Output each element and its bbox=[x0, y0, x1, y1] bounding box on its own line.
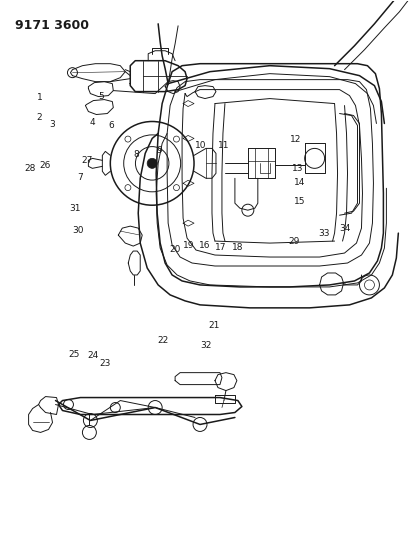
Text: 12: 12 bbox=[290, 134, 301, 143]
Text: 24: 24 bbox=[87, 351, 99, 360]
Text: 9: 9 bbox=[157, 146, 162, 155]
Text: 5: 5 bbox=[98, 92, 104, 101]
Text: 31: 31 bbox=[69, 204, 81, 213]
Text: 27: 27 bbox=[81, 156, 92, 165]
Text: 4: 4 bbox=[90, 117, 96, 126]
Text: 22: 22 bbox=[157, 336, 168, 345]
Text: 34: 34 bbox=[339, 224, 351, 233]
Text: 23: 23 bbox=[99, 359, 111, 368]
Text: 2: 2 bbox=[37, 114, 42, 122]
Text: 1: 1 bbox=[37, 93, 42, 102]
Text: 32: 32 bbox=[201, 341, 212, 350]
Text: 17: 17 bbox=[215, 244, 227, 253]
Text: 19: 19 bbox=[183, 241, 195, 250]
Text: 15: 15 bbox=[294, 197, 305, 206]
Text: 25: 25 bbox=[68, 350, 79, 359]
Text: 29: 29 bbox=[288, 237, 299, 246]
Text: 8: 8 bbox=[133, 150, 139, 159]
Text: 10: 10 bbox=[195, 141, 206, 150]
Text: 3: 3 bbox=[49, 119, 55, 128]
Text: 13: 13 bbox=[292, 164, 303, 173]
Text: 21: 21 bbox=[208, 321, 219, 330]
Text: 7: 7 bbox=[78, 173, 83, 182]
Text: 14: 14 bbox=[294, 178, 305, 187]
Circle shape bbox=[147, 158, 157, 168]
Text: 11: 11 bbox=[218, 141, 230, 150]
Text: 33: 33 bbox=[319, 229, 330, 238]
Text: 28: 28 bbox=[25, 164, 36, 173]
Text: 30: 30 bbox=[73, 226, 84, 235]
Text: 26: 26 bbox=[39, 161, 51, 170]
Text: 6: 6 bbox=[109, 121, 114, 130]
Text: 9171 3600: 9171 3600 bbox=[15, 19, 89, 32]
Text: 16: 16 bbox=[199, 241, 210, 250]
Text: 18: 18 bbox=[232, 244, 243, 253]
Text: 20: 20 bbox=[169, 245, 180, 254]
